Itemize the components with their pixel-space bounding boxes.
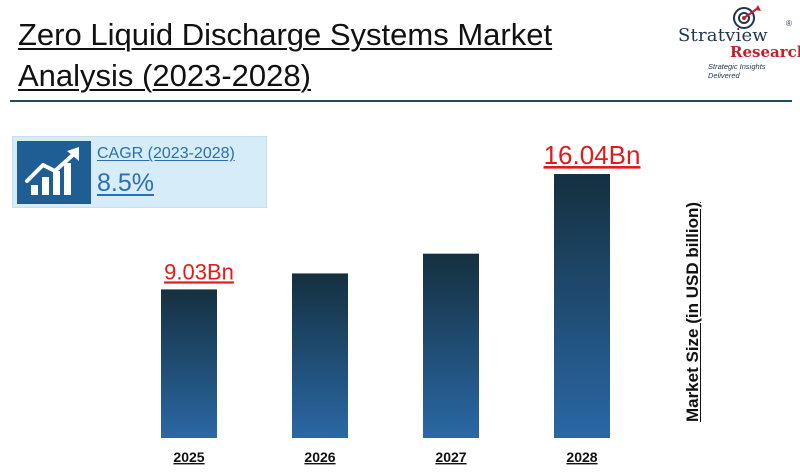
growth-chart-icon [25,147,79,195]
cagr-icon-box [17,141,91,204]
bar-2028 [554,174,610,438]
cagr-value: 8.5% [97,169,154,197]
x-tick-label-2025: 2025 [173,449,204,465]
brand-logo: Stratview ® Research Strategic Insights … [668,5,800,80]
header-divider [10,100,792,102]
bar-2027 [423,253,479,438]
cagr-box: CAGR (2023-2028) 8.5% [12,136,267,208]
y-axis-label: Market Size (in USD billion) [683,201,702,423]
data-label-2025: 9.03Bn [164,259,234,284]
x-tick-label-2027: 2027 [435,449,466,465]
brand-sub: Research [730,43,800,61]
brand-name: Stratview [678,25,768,46]
target-arrow-logo-icon [733,5,761,29]
x-tick-label-2026: 2026 [304,449,335,465]
data-label-2028: 16.04Bn [544,140,641,170]
cagr-label: CAGR (2023-2028) [97,145,235,162]
bar-2025 [161,289,217,438]
x-tick-label-2028: 2028 [566,449,597,465]
page-title: Zero Liquid Discharge Systems Market Ana… [18,17,553,93]
brand-tagline: Strategic Insights Delivered [708,62,766,80]
brand-registered-mark: ® [786,19,792,28]
bar-2026 [292,273,348,438]
